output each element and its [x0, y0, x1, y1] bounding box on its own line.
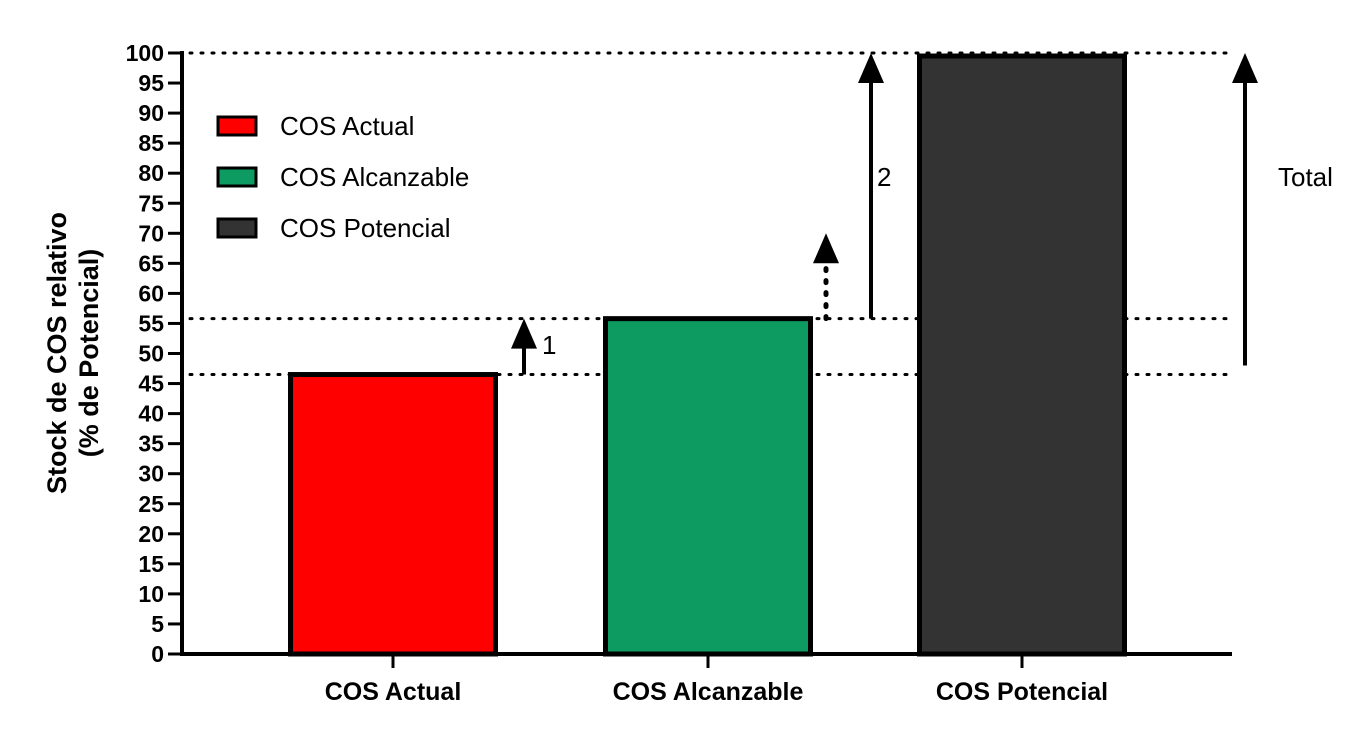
annotation-head-1	[813, 233, 839, 264]
legend-swatch-0	[216, 115, 258, 137]
y-tick-label-17: 85	[138, 130, 164, 156]
y-tick-label-19: 95	[138, 70, 164, 96]
annotation-head-0	[511, 318, 537, 349]
bar-1	[603, 316, 813, 657]
y-tick-label-4: 20	[138, 521, 164, 547]
y-axis-ticks: 0 5 10 15 20 25 30 35 40 45 50 55 60 65 70 75 80 85 90 95 10…	[126, 40, 182, 667]
y-axis-title: Stock de COS relativo(% de Potencial)	[42, 212, 104, 494]
y-tick-label-20: 100	[126, 40, 164, 66]
bar-2	[917, 53, 1127, 657]
legend-swatch-1	[216, 166, 258, 188]
y-tick-label-1: 5	[151, 611, 164, 637]
legend-swatch-2	[216, 217, 258, 239]
y-tick-label-9: 45	[138, 371, 164, 397]
y-tick-label-6: 30	[138, 461, 164, 487]
annotation-head-3	[1232, 53, 1258, 83]
y-tick-label-10: 50	[138, 341, 164, 367]
x-tick-label-2: COS Potencial	[936, 678, 1108, 706]
x-axis-ticks: COS Actual COS Alcanzable COS Potencial	[325, 654, 1108, 706]
y-tick-label-15: 75	[138, 190, 164, 216]
annotation-label-2: 2	[877, 162, 891, 192]
x-tick-label-1: COS Alcanzable	[613, 678, 804, 706]
y-tick-label-12: 60	[138, 280, 164, 306]
bar-0	[288, 372, 498, 657]
annotation-arrow-0	[511, 318, 537, 375]
annotation-head-2	[858, 53, 884, 83]
annotation-label-0: 1	[542, 330, 556, 360]
bars	[288, 53, 1127, 657]
y-tick-label-5: 25	[138, 491, 164, 517]
y-tick-label-18: 90	[138, 100, 164, 126]
y-tick-label-11: 55	[138, 310, 164, 336]
annotation-arrow-2	[858, 53, 884, 319]
y-tick-label-2: 10	[138, 581, 164, 607]
y-tick-label-3: 15	[138, 551, 164, 577]
y-tick-label-14: 70	[138, 220, 164, 246]
annotations: 1 2 Total	[511, 53, 1333, 375]
legend-label-0: COS Actual	[280, 111, 414, 141]
annotation-arrow-1	[813, 233, 839, 322]
annotation-arrow-3	[1232, 53, 1258, 366]
y-tick-label-7: 35	[138, 431, 164, 457]
x-tick-label-0: COS Actual	[325, 678, 462, 706]
y-tick-label-16: 80	[138, 160, 164, 186]
annotation-label-3: Total	[1278, 162, 1333, 192]
y-tick-label-8: 40	[138, 401, 164, 427]
y-axis-title-line-1: (% de Potencial)	[74, 249, 104, 458]
y-tick-label-13: 65	[138, 250, 164, 276]
legend: COS Actual COS Alcanzable COS Potencial	[216, 111, 469, 243]
y-axis-title-line-0: Stock de COS relativo	[42, 212, 72, 494]
legend-label-2: COS Potencial	[280, 213, 451, 243]
legend-label-1: COS Alcanzable	[280, 162, 469, 192]
y-tick-label-0: 0	[151, 641, 164, 667]
